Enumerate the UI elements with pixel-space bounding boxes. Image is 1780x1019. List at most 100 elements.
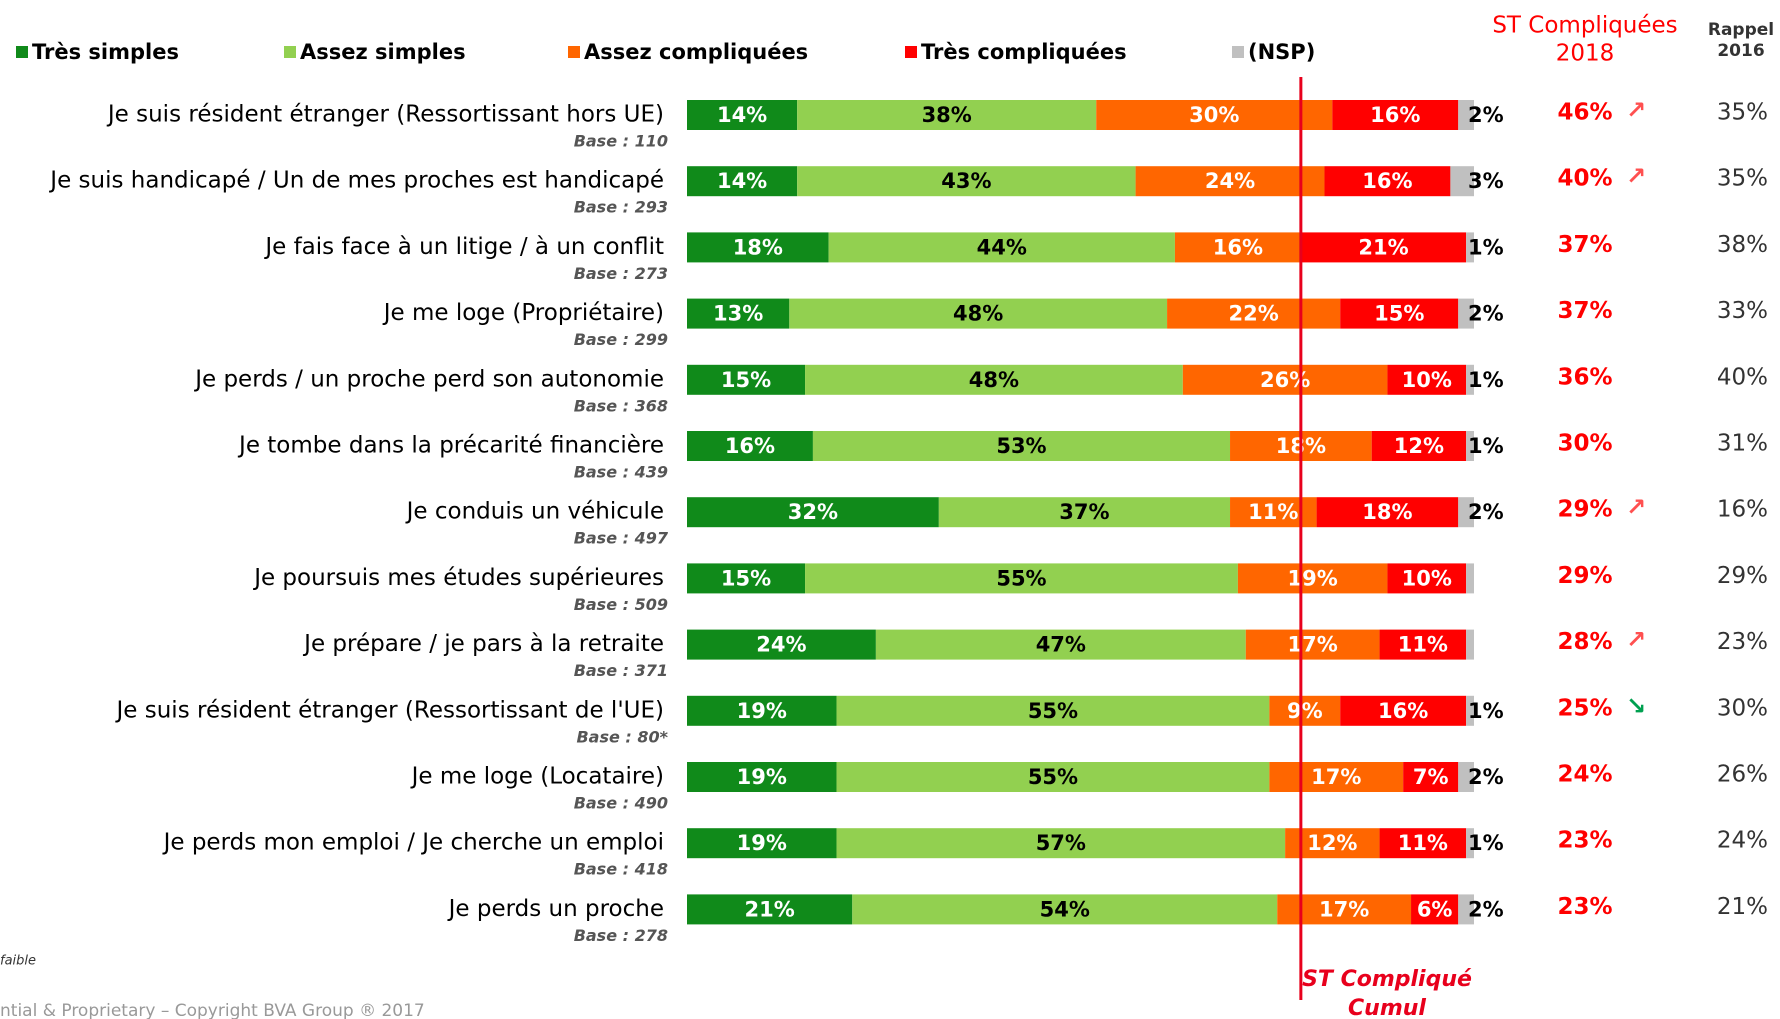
value-label: 10% [1402,368,1452,392]
st-value: 36% [1557,364,1612,390]
reference-label: ST Compliqué [1302,967,1472,992]
rappel-value: 35% [1717,100,1768,126]
rappel-value: 30% [1717,695,1768,721]
rappel-header: Rappel [1708,20,1774,40]
footnote: faible [0,954,36,969]
st-value: 23% [1557,828,1612,854]
bar-segment [1466,828,1474,859]
bar-segment [1411,894,1459,925]
st-value: 46% [1557,100,1612,126]
value-label: 16% [1362,169,1412,193]
bar-segment [1174,232,1301,263]
value-label: 9% [1287,699,1323,723]
bar-segment [687,497,939,528]
rappel-value: 16% [1717,497,1768,523]
value-label: 11% [1398,831,1448,855]
category-label: Je conduis un véhicule [405,499,664,525]
base-label: Base : 368 [574,396,668,415]
bar-segment [1379,629,1467,660]
st-value: 25% [1557,695,1612,721]
legend-label: (NSP) [1248,40,1315,64]
value-label: 3% [1468,169,1504,193]
rappel-value: 24% [1717,828,1768,854]
st-value: 37% [1557,298,1612,324]
value-label: 32% [788,500,838,524]
legend-label: Assez compliquées [584,40,808,64]
value-label: 22% [1229,302,1279,326]
value-label: 1% [1468,699,1504,723]
st-value: 28% [1557,629,1612,655]
bar-segment [1458,497,1474,528]
value-label: 15% [721,368,771,392]
bar-segment [1340,695,1467,726]
bar-segment [1466,563,1474,594]
bar-segment [1237,563,1388,594]
value-label: 57% [1036,831,1086,855]
bar-segment [797,100,1097,130]
bar-segment [812,431,1231,461]
value-label: 19% [1288,566,1338,590]
category-label: Je poursuis mes études supérieures [252,565,664,591]
value-label: 13% [713,302,763,326]
value-label: 21% [1358,235,1408,259]
bar-segment [687,629,876,660]
rappel-value: 21% [1717,894,1768,920]
base-label: Base : 418 [574,860,668,879]
bar-segment [789,298,1168,329]
bar-segment [1466,695,1474,726]
value-label: 48% [969,368,1019,392]
legend-swatch [1232,46,1244,58]
st-value: 24% [1557,762,1612,788]
value-label: 24% [756,633,806,657]
bar-segment [1096,100,1333,130]
bar-segment [1269,762,1404,792]
bar-segment [1300,232,1467,263]
value-label: 17% [1288,633,1338,657]
st-value: 37% [1557,232,1612,258]
bar-segment [687,298,790,329]
value-label: 17% [1311,765,1361,789]
base-label: Base : 278 [574,926,668,945]
value-label: 12% [1307,831,1357,855]
value-label: 16% [1378,699,1428,723]
bar-segment [1458,100,1474,130]
rappel-value: 26% [1717,762,1768,788]
rappel-value: 33% [1717,298,1768,324]
value-label: 55% [1028,765,1078,789]
category-label: Je perds un proche [447,896,664,922]
bar-segment [687,364,806,395]
legend-swatch [568,46,580,58]
bar-segment [687,894,853,925]
base-label: Base : 497 [574,529,669,548]
st-header: 2018 [1556,41,1615,67]
value-label: 44% [977,235,1027,259]
bar-segment [687,100,798,130]
rappel-value: 29% [1717,563,1768,589]
bar-segment [938,497,1231,528]
bar-segment [1167,298,1341,329]
category-label: Je prépare / je pars à la retraite [302,631,664,657]
bar-segment [1466,629,1474,660]
category-label: Je tombe dans la précarité financière [237,433,664,459]
value-label: 55% [996,566,1046,590]
value-label: 2% [1468,897,1504,921]
value-label: 2% [1468,500,1504,524]
value-label: 26% [1260,368,1310,392]
rappel-header: 2016 [1717,41,1764,61]
base-label: Base : 273 [574,264,668,283]
value-label: 14% [717,103,767,127]
rappel-value: 23% [1717,629,1768,655]
value-label: 15% [721,566,771,590]
bar-segment [797,166,1136,197]
value-label: 14% [717,169,767,193]
value-label: 16% [725,434,775,458]
bar-segment [836,695,1270,726]
st-value: 23% [1557,894,1612,920]
bar-segment [1458,894,1474,925]
st-header: ST Compliquées [1492,13,1677,39]
legend-swatch [284,46,296,58]
bar-segment [1458,762,1474,792]
bar-segment [1245,629,1380,660]
value-label: 1% [1468,434,1504,458]
bar-segment [1387,364,1467,395]
